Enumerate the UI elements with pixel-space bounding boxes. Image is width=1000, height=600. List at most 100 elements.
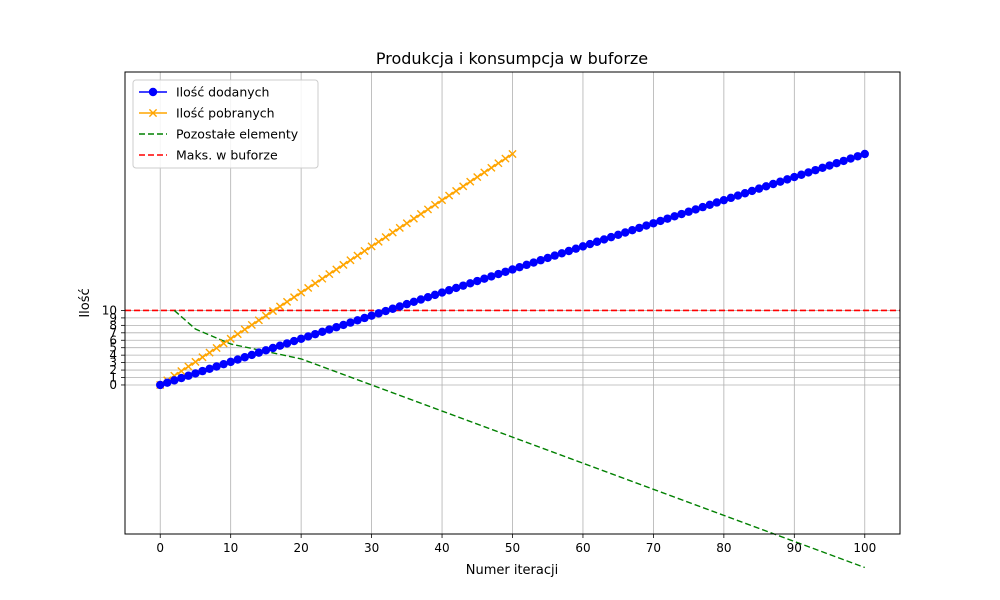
data-point-ilo-pobranych: [311, 279, 320, 288]
data-point-ilo-dodanych: [740, 189, 750, 198]
x-axis-label: Numer iteracji: [466, 563, 559, 578]
data-point-ilo-pobranych: [254, 316, 263, 325]
x-tick-label: 50: [505, 541, 520, 555]
y-tick-label: 9: [109, 311, 117, 325]
data-point-ilo-dodanych: [402, 299, 412, 309]
data-point-ilo-dodanych: [156, 380, 165, 390]
data-point-ilo-dodanych: [170, 376, 179, 385]
data-point-ilo-dodanych: [381, 306, 390, 316]
data-point-ilo-pobranych: [325, 269, 334, 279]
data-point-ilo-dodanych: [550, 251, 559, 260]
data-point-ilo-dodanych: [761, 182, 771, 191]
data-point-ilo-dodanych: [719, 195, 729, 205]
data-point-ilo-dodanych: [606, 232, 616, 242]
data-point-ilo-dodanych: [649, 219, 658, 228]
data-point-ilo-pobranych: [430, 200, 440, 209]
x-tick-label: 20: [293, 541, 308, 555]
x-tick-label: 90: [787, 541, 802, 555]
data-point-ilo-dodanych: [628, 225, 637, 235]
data-point-ilo-dodanych: [726, 193, 736, 203]
data-point-ilo-dodanych: [705, 200, 714, 209]
data-point-ilo-dodanych: [416, 295, 426, 304]
legend-label: Pozostałe elementy: [176, 127, 299, 142]
y-tick-label: 0: [109, 378, 117, 392]
data-point-ilo-dodanych: [473, 276, 482, 286]
chart-title: Produkcja i konsumpcja w buforze: [376, 49, 648, 68]
data-point-ilo-dodanych: [585, 239, 595, 249]
series-line-pozosta-e-elementy: [173, 309, 866, 569]
data-point-ilo-pobranych: [226, 334, 235, 343]
legend-marker: [148, 87, 158, 97]
data-point-ilo-dodanych: [515, 262, 524, 272]
data-point-ilo-pobranych: [480, 168, 489, 177]
data-point-ilo-dodanych: [853, 152, 862, 161]
data-point-ilo-pobranych: [487, 163, 496, 172]
data-point-ilo-pobranych: [261, 311, 271, 320]
data-point-ilo-dodanych: [747, 186, 757, 196]
legend: Ilość dodanych Ilość pobranych Pozostałe e…: [132, 79, 319, 169]
data-point-ilo-dodanych: [557, 249, 567, 258]
data-point-ilo-pobranych: [501, 154, 510, 163]
y-axis-label: Ilość: [78, 288, 93, 317]
data-point-ilo-dodanych: [240, 353, 249, 362]
data-point-ilo-dodanych: [712, 198, 722, 207]
data-point-ilo-dodanych: [191, 369, 200, 378]
data-point-ilo-pobranych: [268, 306, 278, 316]
data-point-ilo-dodanych: [642, 221, 651, 230]
y-tick-label: 8: [109, 318, 117, 332]
data-point-ilo-pobranych: [282, 297, 292, 306]
data-point-ilo-dodanych: [247, 350, 257, 360]
data-point-ilo-dodanych: [184, 371, 193, 380]
data-point-ilo-dodanych: [325, 325, 334, 334]
legend-label: Ilość pobranych: [176, 106, 275, 121]
data-point-ilo-dodanych: [423, 292, 433, 302]
data-point-ilo-dodanych: [233, 355, 242, 364]
data-point-ilo-pobranych: [346, 256, 355, 265]
data-point-ilo-pobranych: [184, 362, 193, 371]
x-tick-label: 80: [716, 541, 731, 555]
data-point-ilo-dodanych: [430, 290, 440, 300]
data-point-ilo-dodanych: [592, 237, 602, 246]
data-point-ilo-dodanych: [219, 359, 228, 369]
data-point-ilo-dodanych: [388, 304, 397, 313]
data-point-ilo-dodanych: [311, 329, 320, 339]
data-point-ilo-pobranych: [367, 242, 376, 251]
data-point-ilo-pobranych: [437, 196, 447, 205]
y-tick-label: 10: [102, 303, 117, 317]
data-point-ilo-dodanych: [487, 272, 496, 281]
data-point-ilo-pobranych: [353, 251, 362, 260]
data-point-ilo-pobranych: [275, 302, 285, 311]
data-point-ilo-dodanych: [825, 161, 834, 170]
data-point-ilo-dodanych: [860, 149, 869, 159]
data-point-ilo-dodanych: [804, 168, 813, 177]
data-point-ilo-dodanych: [811, 165, 820, 175]
y-tick-label: 6: [109, 333, 117, 347]
x-tick-label: 0: [156, 541, 164, 555]
data-point-ilo-pobranych: [332, 265, 341, 274]
data-point-ilo-dodanych: [296, 334, 306, 343]
data-point-ilo-dodanych: [571, 244, 581, 253]
data-point-ilo-dodanych: [395, 302, 404, 311]
data-point-ilo-dodanych: [564, 246, 574, 256]
data-point-ilo-dodanych: [177, 373, 186, 383]
data-point-ilo-pobranych: [360, 246, 369, 256]
data-point-ilo-pobranych: [466, 177, 475, 186]
x-axis: 0 10 20 30 40 50 60 70 80 90 100: [156, 534, 876, 555]
data-point-ilo-dodanych: [451, 283, 461, 293]
data-point-ilo-dodanych: [776, 177, 785, 186]
data-point-ilo-dodanych: [205, 364, 214, 373]
data-point-ilo-dodanych: [839, 156, 848, 166]
data-point-ilo-dodanych: [226, 357, 235, 367]
data-point-ilo-dodanych: [846, 154, 855, 163]
data-point-ilo-pobranych: [339, 260, 348, 269]
data-point-ilo-dodanych: [691, 205, 700, 214]
legend-box: [132, 79, 319, 169]
data-point-ilo-dodanych: [684, 207, 693, 216]
data-point-ilo-pobranych: [289, 293, 299, 302]
data-point-ilo-dodanych: [444, 286, 454, 295]
data-point-ilo-dodanych: [212, 362, 221, 371]
data-point-ilo-dodanych: [458, 281, 468, 290]
y-tick-label: 3: [109, 356, 117, 370]
data-point-ilo-dodanych: [282, 339, 292, 348]
